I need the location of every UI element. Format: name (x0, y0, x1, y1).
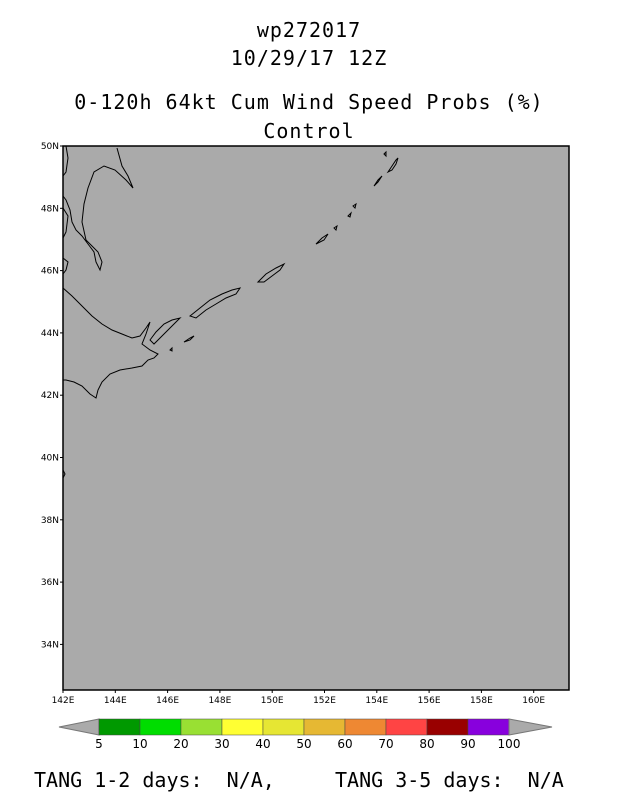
colorbar-swatch (344, 718, 387, 736)
lon-tick-label: 160E (522, 696, 545, 706)
colorbar-label: 90 (460, 737, 475, 751)
coastline-hokkaido (62, 287, 159, 399)
colorbar-swatch (426, 718, 469, 736)
colorbar-label: 5 (95, 737, 103, 751)
lon-tick-label: 154E (365, 696, 388, 706)
colorbar-high-arrow (508, 718, 553, 736)
colorbar-label: 10 (132, 737, 147, 751)
run-title: Control (263, 119, 355, 143)
map-panel (62, 145, 570, 691)
coastline-sakhalin (62, 147, 134, 272)
island-paramushir (386, 157, 399, 174)
lon-tick-label: 146E (156, 696, 179, 706)
colorbar-label: 50 (296, 737, 311, 751)
lat-tick-label: 40N (41, 454, 59, 464)
latitude-axis: 50N 48N 46N 44N 42N 40N 38N 36N 34N (41, 142, 63, 650)
colorbar-label: 20 (173, 737, 188, 751)
lat-tick-label: 42N (41, 391, 59, 401)
colorbar-swatch (467, 718, 510, 736)
lat-tick-label: 44N (41, 329, 59, 339)
colorbar-swatch (303, 718, 346, 736)
coastline-mainland (62, 145, 69, 177)
colorbar-low-arrow (58, 718, 100, 736)
island-iturup (188, 287, 242, 319)
island-ketoy (333, 224, 338, 231)
coastline-west-sakhalin (62, 207, 69, 239)
tang-3-5-days: TANG 3-5 days: N/A (335, 768, 564, 792)
lat-tick-label: 48N (41, 204, 59, 214)
island-simushir (315, 233, 329, 245)
lon-tick-label: 152E (313, 696, 336, 706)
coastlines (62, 145, 399, 479)
product-title: 0-120h 64kt Cum Wind Speed Probs (%) (74, 90, 544, 114)
colorbar-label: 60 (337, 737, 352, 751)
island-urup (256, 262, 286, 283)
colorbar-swatch (98, 718, 141, 736)
colorbar-label: 100 (498, 737, 521, 751)
colorbar: 5 10 20 30 40 50 60 70 80 90 100 (58, 718, 553, 751)
island-honshu-edge (62, 469, 66, 479)
colorbar-label: 30 (214, 737, 229, 751)
storm-id-title: wp272017 (256, 18, 362, 42)
tang-1-2-days: TANG 1-2 days: N/A, (34, 768, 275, 792)
colorbar-swatch (180, 718, 223, 736)
lat-tick-label: 46N (41, 267, 59, 277)
lat-tick-label: 36N (41, 578, 59, 588)
lat-tick-label: 34N (41, 640, 59, 650)
colorbar-swatch (262, 718, 305, 736)
lon-tick-label: 150E (261, 696, 284, 706)
datetime-title: 10/29/17 12Z (230, 46, 388, 70)
lat-tick-label: 38N (41, 516, 59, 526)
colorbar-label: 80 (419, 737, 434, 751)
lon-tick-label: 142E (52, 696, 75, 706)
colorbar-swatch (385, 718, 428, 736)
colorbar-swatch (139, 718, 182, 736)
island-onekotan (373, 175, 383, 187)
colorbar-swatch (221, 718, 264, 736)
island-raikoke (352, 202, 357, 209)
colorbar-label: 40 (255, 737, 270, 751)
lon-tick-label: 158E (470, 696, 493, 706)
coastline-mainland-south (62, 257, 69, 275)
colorbar-label: 70 (378, 737, 393, 751)
coastline-shiretoko (149, 317, 182, 345)
island-matua (347, 211, 352, 218)
lon-tick-label: 144E (104, 696, 127, 706)
longitude-axis: 142E 144E 146E 148E 150E 152E 154E 156E 158E 160E (52, 690, 545, 706)
lon-tick-label: 148E (208, 696, 231, 706)
probability-map: 50N 48N 46N 44N 42N 40N 38N 36N 34N 142E 144E 146E… (41, 142, 570, 751)
island-shumshu (383, 150, 387, 158)
island-kunashir (183, 335, 195, 343)
lat-tick-label: 50N (41, 142, 59, 152)
island-small (169, 346, 173, 352)
lon-tick-label: 156E (418, 696, 441, 706)
